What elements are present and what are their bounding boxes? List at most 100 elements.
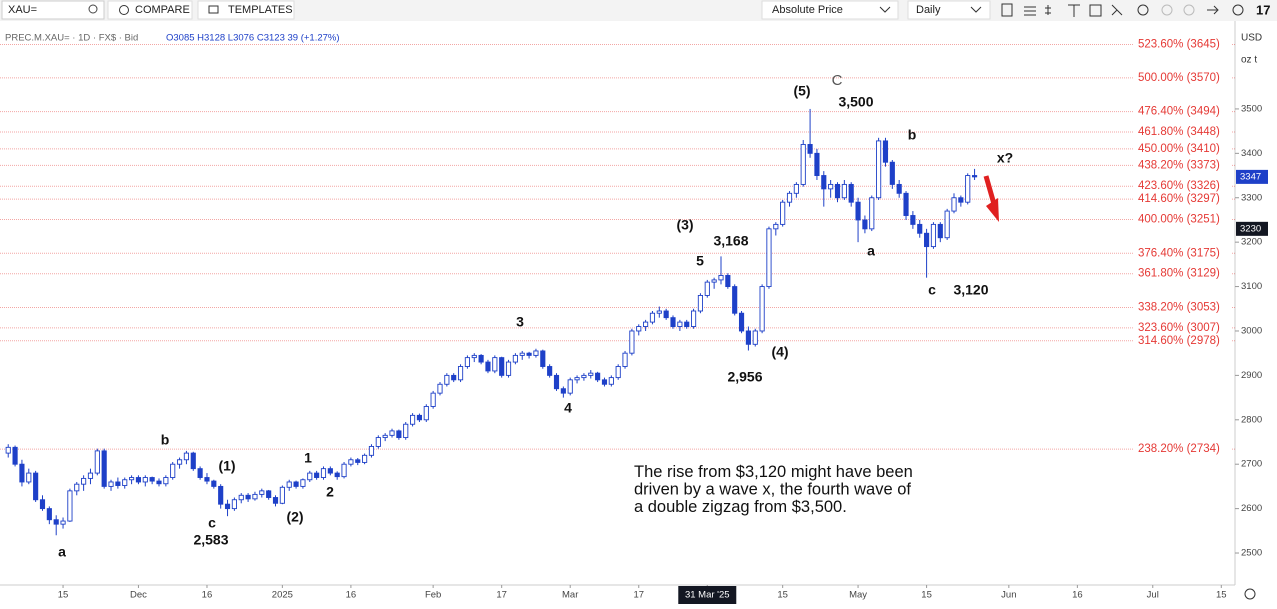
- search-box[interactable]: [1, 0, 105, 20]
- tool-icon[interactable]: [1183, 4, 1195, 16]
- wave-label: a: [867, 243, 875, 259]
- axis-settings[interactable]: [1244, 588, 1256, 600]
- candle-body: [505, 361, 512, 376]
- wave-label: c: [208, 515, 216, 531]
- y-tick-label: 3200: [1241, 237, 1262, 248]
- level-label-bg: [1134, 179, 1232, 194]
- candle-body: [958, 197, 964, 203]
- last-price-label: 3347: [1240, 171, 1261, 182]
- tool-icon[interactable]: [1001, 3, 1013, 17]
- candle-body: [416, 414, 423, 421]
- candle-body: [684, 321, 690, 327]
- fib-levels: 523.60% (3645) 500.00% (3570) 476.40% (349…: [0, 37, 1235, 457]
- symbol-input[interactable]: XAU=: [8, 4, 37, 16]
- tool-icon[interactable]: [1137, 4, 1149, 16]
- x-tick-label: Feb: [425, 590, 441, 601]
- candle-body: [759, 286, 765, 332]
- x-tick-label: 31 Mar '25: [685, 590, 730, 601]
- candle-body: [910, 215, 916, 225]
- candle-body: [526, 352, 532, 356]
- candle-body: [115, 481, 121, 486]
- candle-body: [190, 452, 196, 470]
- candle-body: [197, 468, 203, 478]
- candle-body: [882, 140, 889, 163]
- wave-label: 4: [564, 400, 572, 416]
- candle-body: [375, 437, 381, 447]
- candle-body: [163, 477, 169, 485]
- x-tick-label: 16: [346, 590, 357, 601]
- candle-body: [12, 446, 18, 465]
- level-label: 476.40% (3494): [1138, 106, 1220, 118]
- candle-body: [348, 459, 354, 465]
- wave-label: C: [832, 72, 843, 89]
- candle-body: [341, 463, 347, 478]
- templates-label: TEMPLATES: [228, 4, 293, 16]
- crosshair-price-label: 3230: [1240, 223, 1261, 234]
- candle-body: [5, 446, 11, 454]
- price-mode-dropdown[interactable]: [761, 0, 899, 20]
- unit-label[interactable]: oz t: [1241, 55, 1257, 66]
- candle-body: [512, 354, 518, 363]
- level-label-bg: [1134, 212, 1232, 227]
- settings-icon[interactable]: [1232, 4, 1244, 16]
- legend-values: O3085 H3128 L3076 C3123 39 (+1.27%): [166, 33, 340, 44]
- tool-icon[interactable]: [1024, 6, 1036, 16]
- templates-icon: [208, 5, 219, 14]
- candle-body: [547, 366, 553, 376]
- level-label: 461.80% (3448): [1138, 126, 1220, 138]
- candle-body: [876, 140, 882, 199]
- level-label: 423.60% (3326): [1138, 180, 1220, 192]
- candle-body: [129, 477, 135, 481]
- candle-body: [437, 383, 443, 394]
- templates-button[interactable]: [197, 0, 295, 20]
- tool-icon[interactable]: [1068, 4, 1080, 17]
- candle-body: [231, 499, 237, 510]
- level-label: 414.60% (3297): [1138, 193, 1220, 205]
- y-tick-label: 2600: [1241, 503, 1262, 514]
- candle-body: [697, 295, 704, 312]
- y-tick-label: 3300: [1241, 192, 1262, 203]
- candle-body: [149, 477, 155, 482]
- candle-body: [519, 352, 525, 356]
- candle-body: [176, 459, 183, 465]
- wave-label: c: [928, 282, 936, 298]
- candle-body: [46, 508, 52, 521]
- candle-body: [560, 388, 566, 394]
- candle-body: [574, 377, 580, 381]
- tool-icon[interactable]: [1045, 5, 1051, 15]
- legend-symbol: PREC.M.XAU= · 1D · FX$ · Bid: [5, 33, 138, 44]
- candle-body: [595, 372, 601, 381]
- candle-body: [87, 472, 94, 479]
- interval-dropdown[interactable]: [907, 0, 991, 20]
- level-label-bg: [1134, 70, 1232, 85]
- level-label: 450.00% (3410): [1138, 143, 1220, 155]
- candle-body: [492, 357, 498, 372]
- dropdown-arrow: [970, 6, 982, 13]
- candle-body: [533, 350, 539, 356]
- candle-body: [122, 479, 128, 486]
- candle-body: [389, 430, 395, 436]
- level-label-bg: [1134, 300, 1232, 315]
- level-label-bg: [1134, 266, 1232, 281]
- tool-icon[interactable]: [1089, 4, 1102, 17]
- candle-body: [218, 485, 224, 505]
- level-label: 338.20% (3053): [1138, 301, 1220, 313]
- tool-icons: [1001, 3, 1244, 17]
- currency-label[interactable]: USD: [1241, 33, 1262, 44]
- x-crosshair-badge: [678, 586, 737, 604]
- candle-body: [636, 326, 642, 332]
- compare-label: COMPARE: [135, 4, 190, 16]
- tool-icon[interactable]: [1207, 5, 1219, 15]
- tool-icon[interactable]: [1111, 4, 1123, 16]
- candle-body: [423, 406, 429, 421]
- candle-body: [896, 183, 902, 194]
- candle-body: [410, 414, 416, 425]
- x-tick-label: May: [849, 590, 867, 601]
- candle-body: [924, 232, 930, 248]
- tool-icon[interactable]: [1161, 4, 1173, 16]
- candle-body: [471, 354, 477, 359]
- candle-body: [718, 275, 724, 281]
- candle-body: [101, 450, 107, 487]
- compare-button[interactable]: [107, 0, 193, 20]
- wave-label: 1: [304, 450, 312, 466]
